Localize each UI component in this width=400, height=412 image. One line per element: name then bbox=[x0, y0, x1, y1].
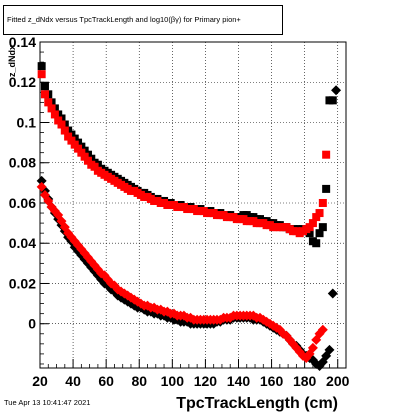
square-marker bbox=[83, 156, 92, 165]
timestamp-label: Tue Apr 13 10:41:47 2021 bbox=[4, 398, 91, 407]
square-marker bbox=[54, 116, 63, 125]
diamond-marker bbox=[36, 175, 47, 186]
square-marker bbox=[47, 104, 56, 113]
square-marker bbox=[67, 136, 76, 145]
diamond-marker bbox=[324, 344, 335, 355]
diamond-marker bbox=[307, 342, 318, 353]
square-marker bbox=[305, 223, 314, 232]
square-marker bbox=[312, 213, 321, 222]
square-marker bbox=[322, 184, 331, 193]
square-marker bbox=[305, 229, 314, 238]
square-marker bbox=[74, 144, 83, 153]
x-tick-label: 40 bbox=[65, 373, 81, 389]
data-markers bbox=[36, 62, 342, 371]
square-marker bbox=[315, 209, 324, 218]
square-marker bbox=[77, 148, 86, 157]
x-tick-label: 20 bbox=[32, 373, 48, 389]
y-tick-label: 0.14 bbox=[9, 34, 36, 50]
diamond-marker bbox=[122, 290, 133, 301]
chart-title: Fitted z_dNdx versus TpcTrackLength and … bbox=[7, 15, 241, 24]
square-marker bbox=[318, 198, 327, 207]
x-tick-label: 200 bbox=[326, 373, 350, 389]
square-marker bbox=[322, 150, 331, 159]
diamond-marker bbox=[36, 181, 47, 192]
y-tick-label: 0.12 bbox=[9, 74, 36, 90]
diamond-marker bbox=[317, 324, 328, 335]
square-marker bbox=[315, 229, 324, 238]
plot-border bbox=[39, 41, 347, 369]
square-marker bbox=[80, 152, 89, 161]
square-marker bbox=[40, 90, 49, 99]
x-tick-label: 180 bbox=[293, 373, 317, 389]
y-tick-label: 0.02 bbox=[9, 275, 36, 291]
square-marker bbox=[40, 82, 49, 91]
y-tick-label: 0 bbox=[28, 316, 36, 332]
square-marker bbox=[70, 140, 79, 149]
square-marker bbox=[328, 96, 337, 105]
square-marker bbox=[60, 126, 69, 135]
x-tick-label: 160 bbox=[260, 373, 284, 389]
diamond-marker bbox=[122, 296, 133, 307]
square-marker bbox=[64, 132, 73, 141]
y-tick-label: 0.04 bbox=[9, 235, 36, 251]
square-marker bbox=[312, 239, 321, 248]
square-marker bbox=[44, 98, 53, 107]
diamond-marker bbox=[248, 310, 259, 321]
y-tick-label: 0.08 bbox=[9, 155, 36, 171]
x-axis-label: TpcTrackLength (cm) bbox=[176, 395, 338, 412]
diamond-marker bbox=[327, 288, 338, 299]
x-tick-label: 100 bbox=[161, 373, 185, 389]
square-marker bbox=[57, 120, 66, 129]
x-tick-label: 120 bbox=[194, 373, 218, 389]
square-marker bbox=[50, 110, 59, 119]
x-tick-label: 60 bbox=[98, 373, 114, 389]
square-marker bbox=[90, 162, 99, 171]
y-tick-label: 0.1 bbox=[17, 114, 37, 130]
square-marker bbox=[37, 70, 46, 79]
square-marker bbox=[318, 223, 327, 232]
chart-title-box: Fitted z_dNdx versus TpcTrackLength and … bbox=[3, 5, 283, 35]
y-tick-label: 0.06 bbox=[9, 195, 36, 211]
square-marker bbox=[37, 62, 46, 71]
axis-labels: 20 40 60 80 100 120 140 160 180 200 0 0.02 0.04 0.06 0… bbox=[7, 34, 350, 412]
diamond-marker bbox=[331, 85, 342, 96]
x-tick-label: 80 bbox=[131, 373, 147, 389]
x-tick-label: 140 bbox=[227, 373, 251, 389]
plot-frame bbox=[39, 41, 347, 369]
y-axis-label: z_dNdx bbox=[7, 45, 17, 77]
square-marker bbox=[308, 219, 317, 228]
axis-ticks bbox=[39, 41, 347, 368]
